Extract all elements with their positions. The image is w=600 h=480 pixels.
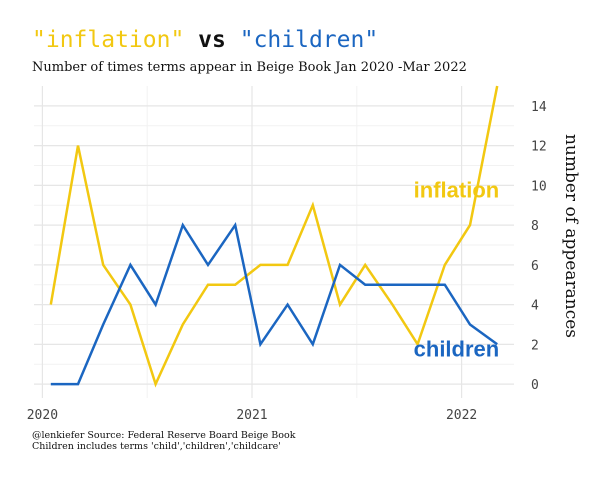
y-tick-label: 4 bbox=[531, 299, 539, 314]
y-tick-label: 0 bbox=[531, 378, 539, 393]
caption-note: Children includes terms 'child','childre… bbox=[32, 441, 281, 452]
chart-title: "inflation" vs "children" bbox=[32, 26, 378, 54]
caption: @lenkiefer Source: Federal Reserve Board… bbox=[32, 430, 295, 452]
caption-source: @lenkiefer Source: Federal Reserve Board… bbox=[32, 430, 296, 441]
y-tick-label: 6 bbox=[531, 259, 539, 274]
y-axis: 0 2 4 6 8 10 12 14 bbox=[531, 100, 547, 393]
title-children: "children" bbox=[239, 27, 379, 53]
y-tick-label: 10 bbox=[531, 179, 547, 194]
series-label-inflation: inflation bbox=[414, 177, 500, 202]
x-axis: 2020 2021 2022 bbox=[27, 408, 478, 423]
y-tick-label: 8 bbox=[531, 219, 539, 234]
title-inflation: "inflation" bbox=[32, 27, 185, 53]
series-end-labels: inflation children bbox=[414, 177, 500, 361]
series-label-children: children bbox=[414, 336, 500, 361]
y-tick-label: 12 bbox=[531, 140, 547, 155]
series-line-children bbox=[50, 221, 498, 386]
y-tick-label: 14 bbox=[531, 100, 547, 115]
x-tick-label: 2022 bbox=[446, 408, 477, 423]
y-axis-label: number of appearances bbox=[561, 134, 581, 338]
series-line-inflation bbox=[49, 85, 499, 388]
y-tick-label: 2 bbox=[531, 338, 539, 353]
x-tick-label: 2021 bbox=[236, 408, 267, 423]
title-vs: vs bbox=[184, 27, 240, 53]
x-tick-label: 2020 bbox=[27, 408, 58, 423]
chart-subtitle: Number of times terms appear in Beige Bo… bbox=[32, 60, 467, 75]
series-lines bbox=[49, 85, 499, 388]
